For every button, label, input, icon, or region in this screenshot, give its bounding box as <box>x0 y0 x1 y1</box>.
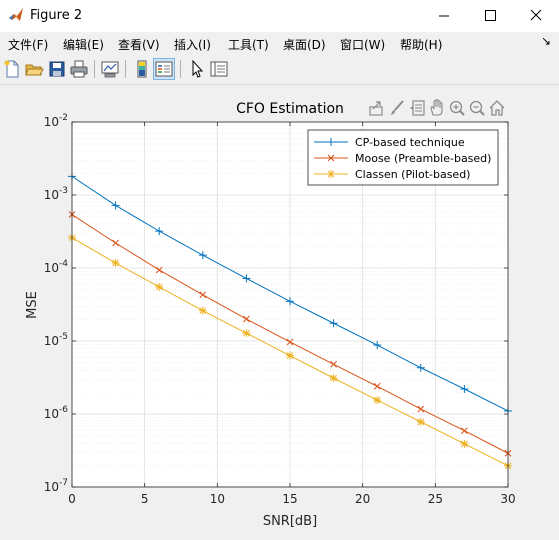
data-point <box>416 363 425 372</box>
legend-icon <box>155 61 173 77</box>
x-tick-label: 25 <box>428 492 443 506</box>
toolbar-separator <box>180 60 181 78</box>
figure-toolbar <box>0 56 559 85</box>
data-point <box>111 201 120 210</box>
data-point <box>286 338 294 346</box>
legend-entry-label: CP-based technique <box>355 136 465 149</box>
legend-marker <box>327 138 335 146</box>
chart-title: CFO Estimation <box>236 101 344 117</box>
data-point <box>460 439 469 448</box>
maximize-button[interactable] <box>467 0 513 32</box>
zoom-out-icon[interactable] <box>469 100 485 116</box>
data-point <box>330 360 337 368</box>
x-axis-label: SNR[dB] <box>263 514 317 529</box>
home-icon[interactable] <box>489 100 505 116</box>
x-tick-label: 15 <box>282 492 297 506</box>
figure-canvas: 0 5 10 15 20 25 30 10-7 10-6 10-5 10-4 10-3 10-2 CFO… <box>0 85 559 536</box>
legend[interactable]: CP-based technique Moose (Preamble-based)… <box>307 129 499 186</box>
y-tick-label: 10-7 <box>44 478 68 494</box>
data-point <box>155 266 163 274</box>
menu-tools[interactable]: 工具(T) <box>228 38 269 52</box>
colorbar-icon <box>137 60 147 78</box>
x-tick-label: 10 <box>210 492 225 506</box>
legend-marker <box>327 170 335 178</box>
legend-marker <box>327 154 335 162</box>
new-figure-button[interactable] <box>2 59 22 79</box>
data-point <box>242 329 251 338</box>
y-tick-label: 10-4 <box>44 259 69 275</box>
window-titlebar: Figure 2 <box>0 0 559 32</box>
legend-entry-label: Classen (Pilot-based) <box>355 168 470 181</box>
menu-insert[interactable]: 插入(I) <box>174 38 211 52</box>
property-inspector-icon <box>210 61 228 77</box>
window-title: Figure 2 <box>30 8 83 23</box>
data-point <box>112 239 119 247</box>
data-point <box>286 351 294 360</box>
y-axis-label: MSE <box>25 291 40 319</box>
x-tick-label: 5 <box>141 492 149 506</box>
x-tick-label: 30 <box>500 492 515 506</box>
data-point <box>243 315 250 323</box>
save-button[interactable] <box>47 59 67 79</box>
data-point <box>373 396 382 405</box>
export-icon[interactable] <box>369 101 383 116</box>
axes-toolbar <box>369 99 505 116</box>
ticks: 0 5 10 15 20 25 30 10-7 10-6 10-5 10-4 10-3 10-2 <box>44 113 516 506</box>
close-button[interactable] <box>513 0 559 32</box>
data-point <box>155 227 164 236</box>
toolbar-separator <box>125 60 126 78</box>
menu-help[interactable]: 帮助(H) <box>400 38 443 52</box>
y-tick-label: 10-5 <box>44 332 68 348</box>
edit-plot-button[interactable] <box>187 59 207 79</box>
folder-open-icon <box>25 64 44 76</box>
data-point <box>329 374 338 383</box>
printer-icon <box>70 60 88 78</box>
data-point <box>329 319 338 328</box>
print-button[interactable] <box>69 59 89 79</box>
menu-edit[interactable]: 编辑(E) <box>63 38 104 52</box>
data-point <box>417 405 425 413</box>
link-plot-icon <box>101 61 119 78</box>
menu-view[interactable]: 查看(V) <box>118 38 160 52</box>
data-point <box>111 259 120 268</box>
y-tick-label: 10-2 <box>44 113 68 129</box>
legend-entry-label: Moose (Preamble-based) <box>355 152 491 165</box>
link-plot-button[interactable] <box>100 59 120 79</box>
toolbar-separator <box>94 60 95 78</box>
data-point <box>461 427 468 435</box>
insert-colorbar-button[interactable] <box>132 59 152 79</box>
dock-arrow-icon[interactable]: ↘ <box>540 34 551 48</box>
brush-icon[interactable] <box>391 100 404 115</box>
data-point <box>460 385 469 394</box>
menu-desktop[interactable]: 桌面(D) <box>283 38 326 52</box>
insert-legend-button[interactable] <box>153 58 175 80</box>
data-point <box>373 341 382 350</box>
matlab-logo-icon <box>9 8 23 21</box>
data-point <box>286 297 294 306</box>
data-point <box>242 274 251 283</box>
menu-file[interactable]: 文件(F) <box>8 38 49 52</box>
data-point <box>198 306 207 315</box>
data-point <box>416 417 425 426</box>
x-tick-label: 0 <box>68 492 76 506</box>
floppy-disk-icon <box>49 61 65 77</box>
menu-bar: 文件(F) 编辑(E) 查看(V) 插入(I) 工具(T) 桌面(D) 窗口(W… <box>0 32 559 54</box>
y-tick-label: 10-3 <box>44 186 68 202</box>
x-tick-label: 20 <box>355 492 370 506</box>
open-file-button[interactable] <box>24 59 44 79</box>
pointer-arrow-icon <box>192 59 204 78</box>
y-tick-label: 10-6 <box>44 405 69 421</box>
datatip-icon[interactable] <box>410 100 425 116</box>
data-point <box>198 251 207 260</box>
menu-window[interactable]: 窗口(W) <box>340 38 386 52</box>
new-file-icon <box>4 60 19 78</box>
minimize-button[interactable] <box>421 0 467 32</box>
data-point <box>199 291 207 299</box>
zoom-in-icon[interactable] <box>449 100 465 116</box>
pan-hand-icon[interactable] <box>430 99 443 116</box>
data-point <box>155 282 164 291</box>
plot-svg: 0 5 10 15 20 25 30 10-7 10-6 10-5 10-4 10-3 10-2 CFO… <box>25 99 516 529</box>
data-point <box>373 382 381 390</box>
property-inspector-button[interactable] <box>209 59 229 79</box>
